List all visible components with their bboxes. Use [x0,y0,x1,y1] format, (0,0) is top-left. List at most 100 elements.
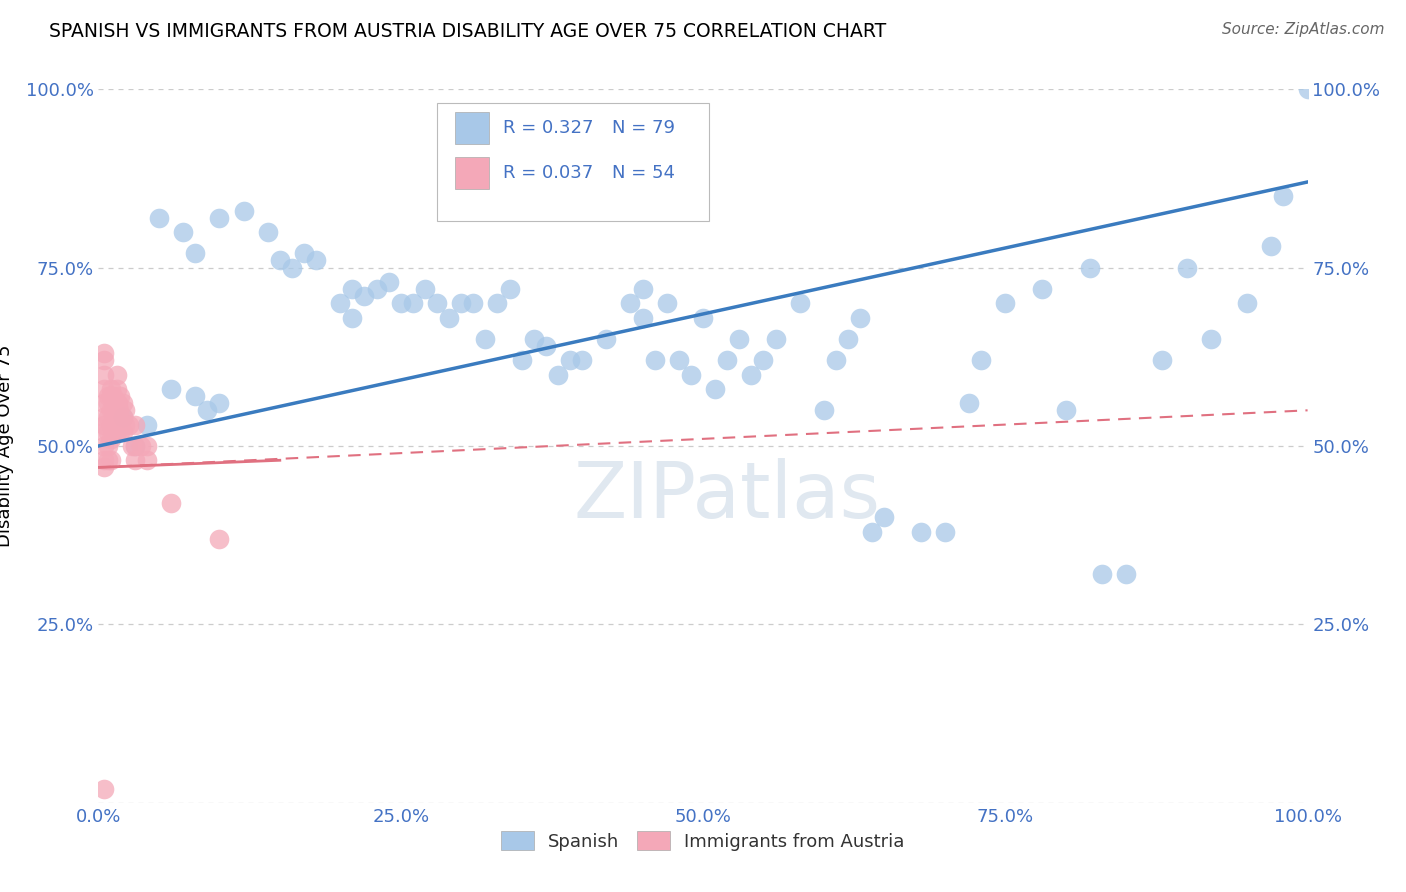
Point [1115,567,1137,582]
Point [463,296,485,310]
Point [1260,239,1282,253]
Point [93,781,115,796]
Point [129,439,152,453]
Point [740,368,762,382]
Point [93,453,115,467]
Point [97,425,120,439]
FancyBboxPatch shape [456,157,489,189]
Y-axis label: Disability Age Over 75: Disability Age Over 75 [0,344,14,548]
Point [93,346,115,360]
Point [93,417,115,432]
Point [510,353,533,368]
Point [121,439,143,453]
Text: ZIPatlas: ZIPatlas [574,458,880,534]
Point [100,403,122,417]
Point [100,417,122,432]
Legend: Spanish, Immigrants from Austria: Spanish, Immigrants from Austria [494,824,912,858]
Point [184,389,207,403]
Point [765,332,787,346]
Point [437,310,460,325]
Point [849,310,872,325]
Point [1272,189,1295,203]
Point [108,425,131,439]
Point [107,396,129,410]
Point [1175,260,1198,275]
Point [160,382,183,396]
Point [970,353,993,368]
Point [292,246,315,260]
Point [100,432,122,446]
Point [101,389,124,403]
Point [93,353,115,368]
Text: R = 0.037: R = 0.037 [503,164,593,182]
Point [377,275,399,289]
Point [631,310,654,325]
Point [595,332,617,346]
Point [547,368,569,382]
Point [644,353,666,368]
Point [619,296,641,310]
Text: R = 0.327: R = 0.327 [503,120,593,137]
Point [571,353,593,368]
Point [103,396,125,410]
Text: N = 54: N = 54 [613,164,675,182]
Point [837,332,859,346]
Point [97,396,120,410]
Point [111,425,134,439]
Point [208,396,231,410]
Point [103,410,125,425]
Point [402,296,425,310]
Point [366,282,388,296]
Point [342,282,364,296]
Point [716,353,738,368]
Point [107,417,129,432]
Point [105,425,128,439]
Point [523,332,546,346]
Point [111,410,134,425]
Point [114,417,136,432]
Point [135,439,157,453]
Point [93,382,115,396]
Point [108,410,131,425]
Point [498,282,520,296]
Point [118,417,141,432]
Point [97,439,120,453]
Point [426,296,449,310]
Point [1199,332,1222,346]
Point [93,396,115,410]
Point [101,403,124,417]
Point [994,296,1017,310]
Point [124,439,146,453]
Point [124,439,146,453]
Point [269,253,291,268]
Point [679,368,702,382]
Point [93,368,115,382]
Point [172,225,194,239]
Point [655,296,678,310]
Point [631,282,654,296]
Point [825,353,848,368]
Point [910,524,932,539]
Point [450,296,472,310]
Point [934,524,956,539]
Point [1296,82,1319,96]
Point [1054,403,1077,417]
Point [105,368,128,382]
Point [413,282,436,296]
Point [108,403,131,417]
Point [135,453,157,467]
Point [101,425,124,439]
Text: N = 79: N = 79 [613,120,675,137]
Point [1236,296,1258,310]
FancyBboxPatch shape [456,112,489,145]
Point [873,510,896,524]
Point [100,453,122,467]
Point [111,410,134,425]
Point [184,246,207,260]
Point [93,460,115,475]
Point [97,410,120,425]
Point [124,417,146,432]
Point [208,211,231,225]
Point [93,410,115,425]
Point [728,332,751,346]
